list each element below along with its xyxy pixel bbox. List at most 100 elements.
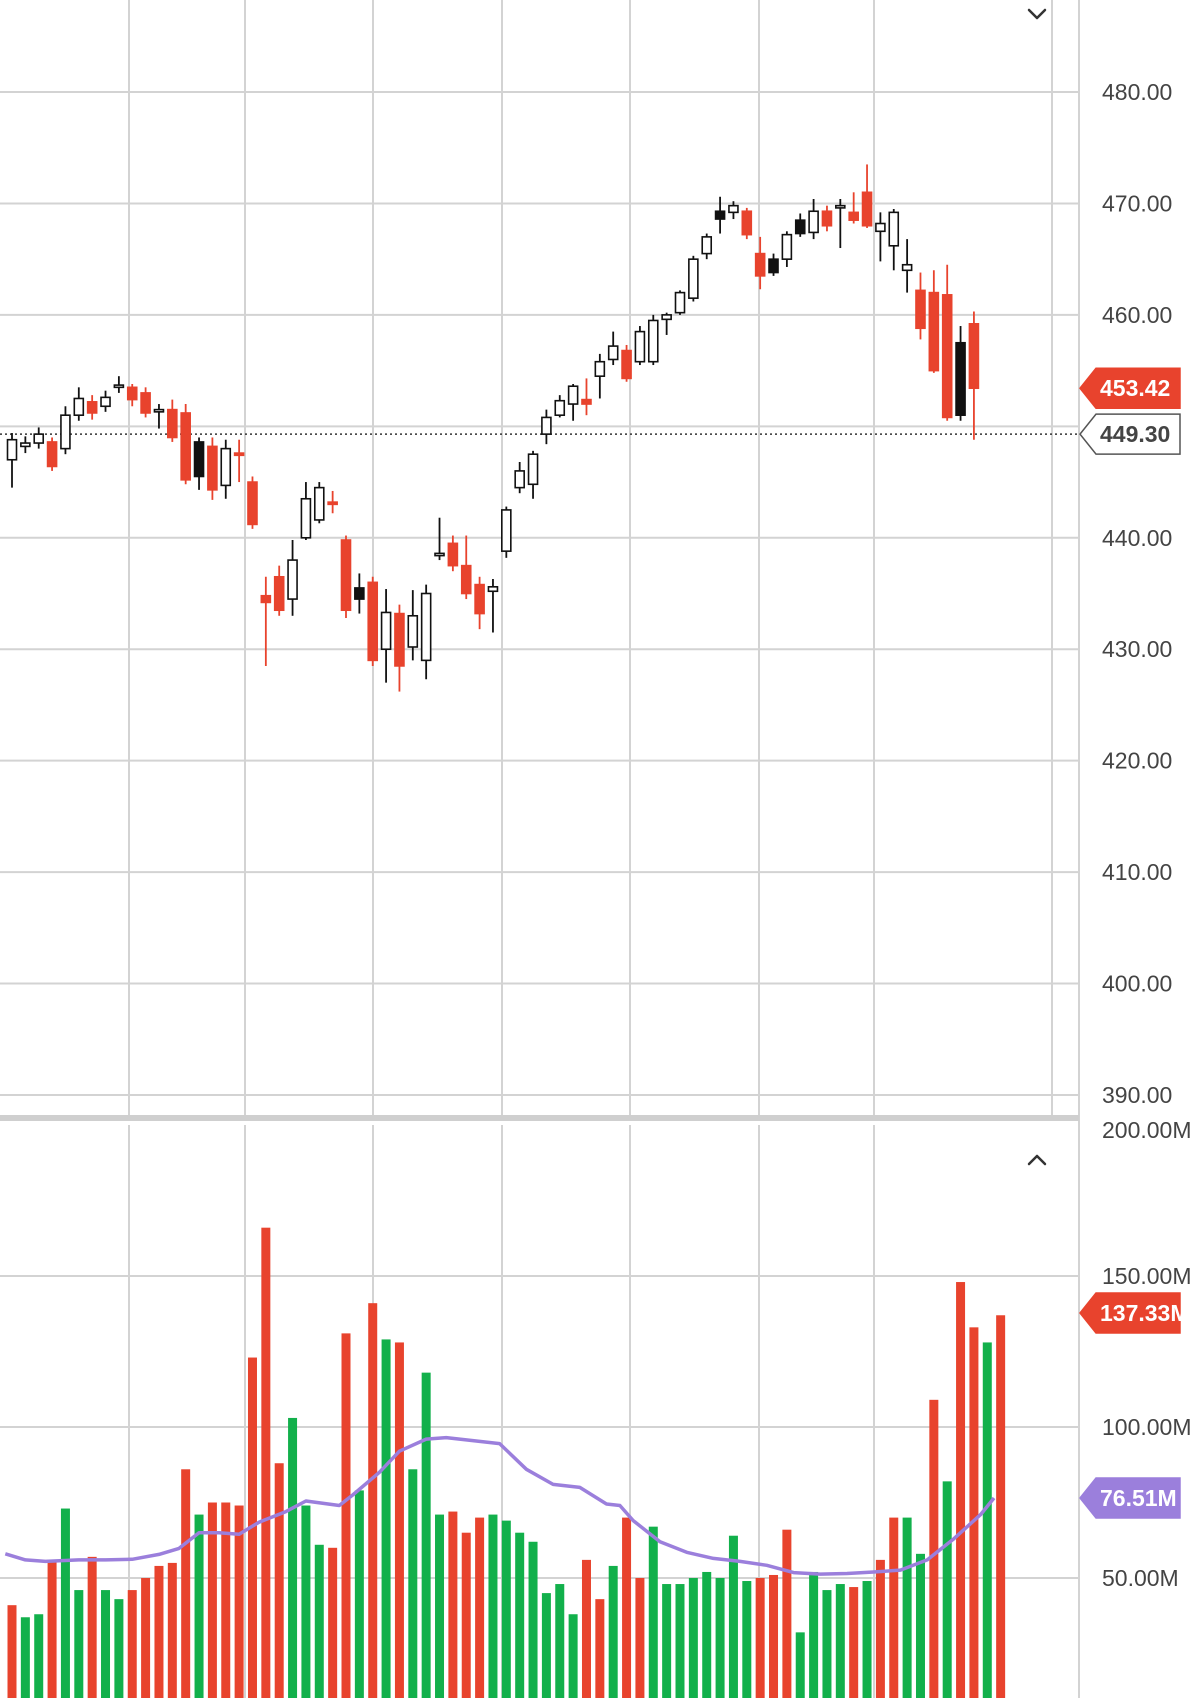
volume-bar	[635, 1578, 645, 1698]
candle-body	[126, 386, 138, 401]
last-volume-tag	[1079, 1292, 1181, 1334]
candle-body	[928, 291, 940, 372]
volume-bar	[475, 1517, 485, 1698]
volume-bar	[274, 1463, 284, 1698]
volume-bar	[167, 1562, 177, 1698]
volume-bar	[755, 1578, 765, 1698]
volume-bar	[74, 1590, 84, 1698]
volume-bar	[875, 1559, 885, 1698]
price-tick-label: 400.00	[1102, 971, 1172, 997]
volume-bar	[889, 1517, 899, 1698]
volume-bar	[20, 1617, 30, 1698]
candle-body	[835, 204, 846, 209]
volume-bar	[60, 1508, 70, 1698]
volume-bar	[688, 1578, 698, 1698]
candle-body	[420, 592, 432, 662]
candle-body	[941, 294, 953, 419]
volume-bar	[555, 1584, 565, 1698]
candle-body	[768, 258, 779, 274]
volume-bar	[288, 1417, 298, 1698]
volume-bar	[715, 1578, 725, 1698]
volume-bar	[181, 1469, 191, 1698]
price-tick-label: 410.00	[1102, 859, 1172, 885]
volume-ma-label: 76.51M	[1100, 1485, 1177, 1511]
volume-bar	[114, 1599, 124, 1698]
candle-body	[434, 552, 445, 557]
volume-bar	[929, 1399, 939, 1698]
candle-body	[407, 614, 419, 648]
candle-body	[821, 210, 833, 227]
price-tick-label: 470.00	[1102, 190, 1172, 216]
volume-bar	[822, 1590, 832, 1698]
chevron-down-icon[interactable]	[1027, 8, 1047, 20]
candle-body	[46, 441, 58, 468]
volume-bar	[47, 1559, 57, 1698]
candle-body	[367, 581, 379, 662]
candle-body	[647, 319, 659, 363]
candle-body	[594, 360, 606, 377]
candle-body	[567, 385, 579, 405]
candle-body	[848, 211, 859, 221]
chevron-up-icon[interactable]	[1027, 1154, 1047, 1166]
volume-bar	[448, 1511, 458, 1698]
candle-body	[247, 481, 258, 526]
candle-body	[901, 263, 913, 272]
candle-body	[113, 384, 125, 389]
candle-body	[100, 396, 111, 408]
volume-bar	[915, 1553, 925, 1698]
volume-bar	[581, 1559, 591, 1698]
volume-bar	[541, 1593, 551, 1698]
volume-bar	[194, 1514, 204, 1698]
candle-body	[60, 414, 71, 450]
price-tick-label: 390.00	[1102, 1082, 1172, 1108]
candle-body	[728, 204, 739, 214]
volume-bar	[795, 1632, 805, 1698]
candle-body	[554, 399, 566, 416]
candle-body	[327, 501, 338, 506]
volume-bar	[461, 1532, 471, 1698]
volume-tick-label: 50.00M	[1102, 1565, 1179, 1591]
candle-body	[6, 438, 18, 461]
volume-bar	[769, 1574, 779, 1698]
volume-bar	[87, 1556, 97, 1698]
volume-tick-label: 150.00M	[1102, 1263, 1192, 1289]
candle-body	[514, 470, 525, 489]
candle-body	[808, 210, 819, 234]
candle-body	[741, 210, 753, 236]
volume-bar	[982, 1342, 992, 1698]
volume-tick-label: 100.00M	[1102, 1414, 1192, 1440]
price-tick-label: 460.00	[1102, 302, 1172, 328]
candle-body	[313, 486, 325, 521]
volume-bar	[221, 1502, 231, 1698]
candle-body	[447, 542, 459, 567]
price-tick-label: 480.00	[1102, 79, 1172, 105]
volume-moving-average-line	[4, 1435, 996, 1576]
candle-body	[287, 559, 298, 600]
volume-bar	[942, 1481, 952, 1698]
candle-body	[86, 401, 98, 414]
candle-body	[688, 258, 699, 299]
volume-bar	[408, 1469, 418, 1698]
candle-body	[193, 441, 205, 478]
candle-body	[380, 611, 392, 651]
volume-bar	[862, 1581, 872, 1698]
panel-separator[interactable]	[0, 1115, 1079, 1121]
candle-body	[541, 416, 552, 435]
volume-bar	[368, 1303, 378, 1698]
candle-body	[273, 575, 285, 612]
candle-body	[394, 612, 405, 667]
candle-body	[140, 392, 151, 414]
candle-body	[701, 236, 713, 255]
volume-bar	[969, 1327, 979, 1698]
volume-bar	[622, 1517, 632, 1698]
candle-body	[888, 211, 900, 247]
volume-bar	[354, 1490, 364, 1698]
candle-body	[581, 398, 592, 405]
candle-body	[207, 445, 218, 491]
volume-bar	[341, 1333, 351, 1698]
price-tick-label: 430.00	[1102, 636, 1172, 662]
candle-body	[233, 452, 245, 457]
volume-bar	[154, 1565, 164, 1698]
candle-body	[220, 447, 232, 487]
